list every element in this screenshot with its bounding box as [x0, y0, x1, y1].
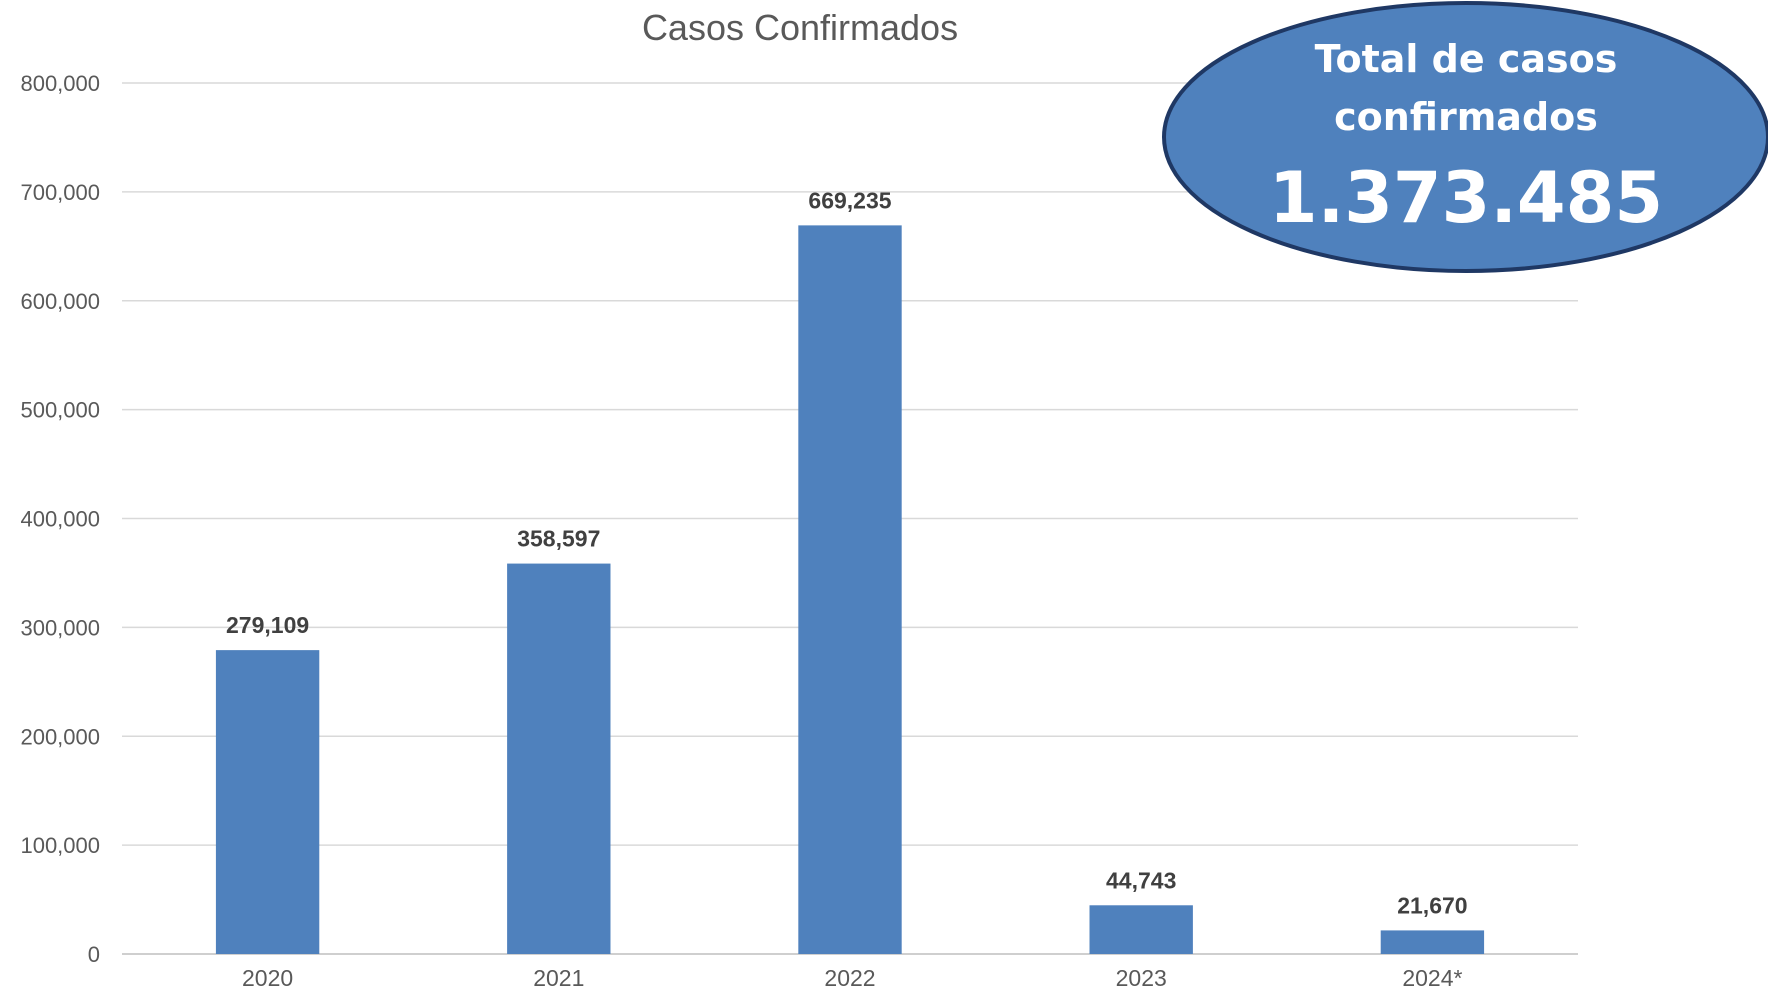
bar	[1090, 905, 1193, 954]
bar-value-label: 44,743	[1106, 867, 1176, 893]
x-axis-ticks: 2020 2021 2022 2023 2024*	[242, 965, 1462, 991]
bar	[1381, 930, 1484, 954]
callout-label-line1: Total de casos	[1315, 37, 1618, 81]
bar-value-label: 669,235	[808, 187, 891, 213]
y-axis-ticks: 0 100,000 200,000 300,000 400,000 500,000 600,…	[20, 71, 100, 967]
x-tick-label: 2023	[1116, 965, 1167, 991]
y-tick-label: 400,000	[20, 507, 100, 532]
total-callout: Total de casos confirmados 1.373.485	[1164, 3, 1768, 271]
x-tick-label: 2021	[533, 965, 584, 991]
x-tick-label: 2020	[242, 965, 293, 991]
y-tick-label: 300,000	[20, 615, 100, 640]
x-tick-label: 2022	[824, 965, 875, 991]
y-tick-label: 700,000	[20, 180, 100, 205]
y-tick-label: 800,000	[20, 71, 100, 96]
callout-total-value: 1.373.485	[1269, 157, 1663, 239]
y-tick-label: 0	[88, 942, 100, 967]
y-tick-label: 500,000	[20, 398, 100, 423]
bars: 279,109 358,597 669,235 44,743 21,670	[216, 187, 1484, 954]
y-tick-label: 200,000	[20, 724, 100, 749]
bar	[798, 225, 901, 954]
x-tick-label: 2024*	[1402, 965, 1462, 991]
y-tick-label: 100,000	[20, 833, 100, 858]
chart-title: Casos Confirmados	[642, 7, 958, 48]
callout-label-line2: confirmados	[1334, 95, 1598, 139]
bar	[216, 650, 319, 954]
bar-value-label: 358,597	[517, 526, 600, 552]
bar	[507, 564, 610, 954]
bar-value-label: 279,109	[226, 612, 309, 638]
bar-value-label: 21,670	[1397, 892, 1467, 918]
y-tick-label: 600,000	[20, 289, 100, 314]
